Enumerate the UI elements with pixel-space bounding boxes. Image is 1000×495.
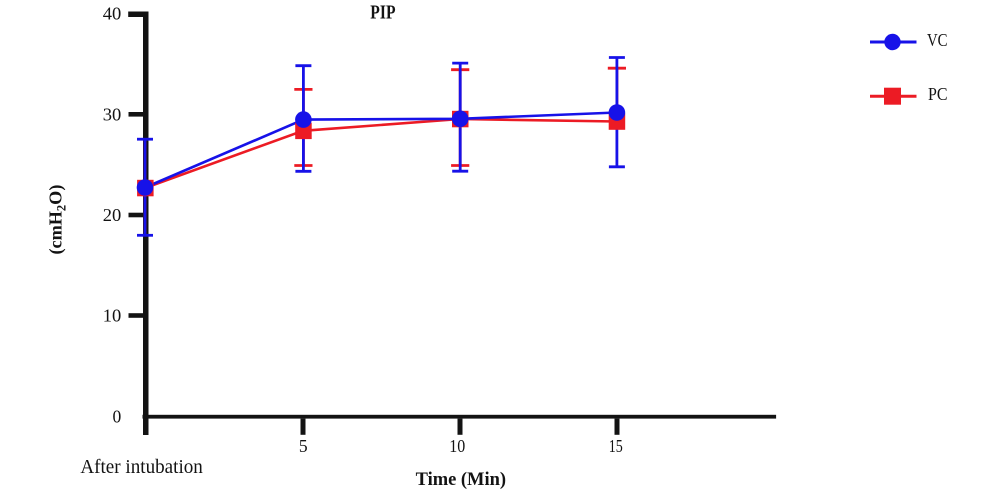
svg-text:15: 15 (609, 436, 623, 456)
svg-text:PC: PC (928, 84, 948, 104)
svg-text:After intubation: After intubation (80, 456, 203, 478)
svg-text:20: 20 (103, 205, 122, 225)
svg-text:VC: VC (927, 30, 948, 50)
svg-text:(cmH2O): (cmH2O) (46, 185, 69, 255)
svg-text:5: 5 (299, 436, 308, 456)
svg-text:30: 30 (103, 104, 122, 124)
svg-text:0: 0 (113, 406, 122, 426)
svg-text:PIP: PIP (370, 2, 395, 24)
svg-text:10: 10 (449, 436, 465, 456)
svg-text:Time (Min): Time (Min) (416, 469, 506, 490)
svg-text:40: 40 (103, 4, 122, 24)
svg-text:10: 10 (103, 306, 122, 326)
